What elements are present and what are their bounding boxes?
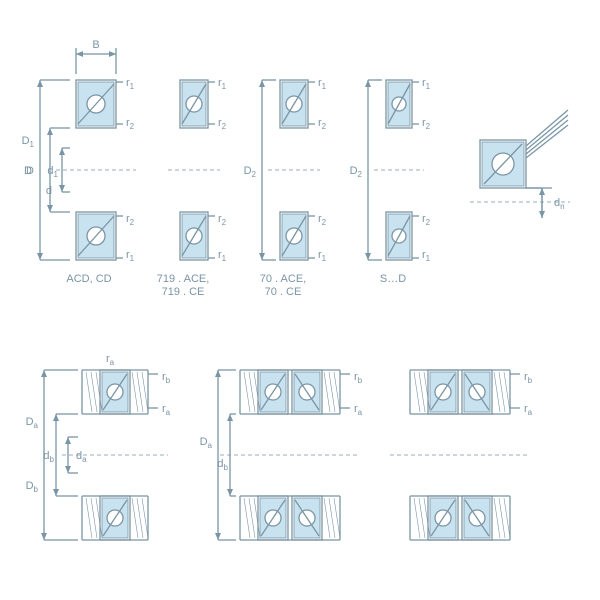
svg-text:719 . CE: 719 . CE [162,286,205,298]
svg-text:d: d [46,185,52,197]
svg-text:70 . ACE,: 70 . ACE, [260,273,306,285]
svg-text:D: D [26,165,34,177]
svg-text:B: B [92,39,99,51]
svg-text:S…D: S…D [380,273,406,285]
bearing-diagram: r1r2r2r1BDD1Dd1dr1r2r2r1r1r2r2r1D2r1r2r2… [0,0,600,600]
svg-text:ACD, CD: ACD, CD [66,273,111,285]
svg-text:70 . CE: 70 . CE [265,286,302,298]
svg-text:719 . ACE,: 719 . ACE, [157,273,210,285]
